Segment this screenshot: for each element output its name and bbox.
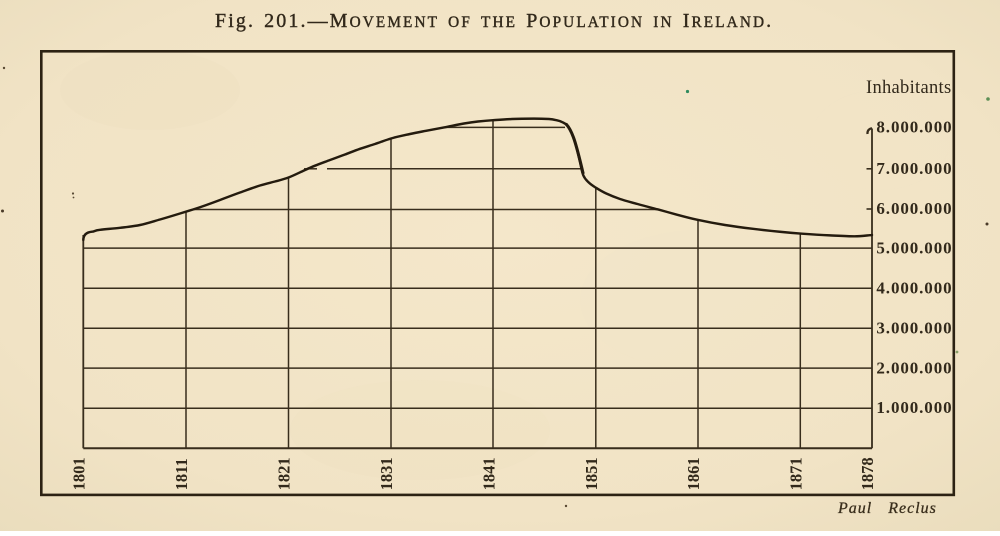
svg-text:1861: 1861 [684,457,703,490]
svg-text:3.000.000: 3.000.000 [876,318,952,337]
svg-text:1871: 1871 [787,457,806,490]
svg-text:1.000.000: 1.000.000 [876,398,952,417]
svg-text:1841: 1841 [479,457,498,490]
svg-text:8.000.000: 8.000.000 [876,118,952,137]
svg-text:1801: 1801 [69,457,88,490]
svg-text:1811: 1811 [172,458,191,490]
svg-text:1851: 1851 [582,457,601,490]
svg-text:2.000.000: 2.000.000 [876,358,952,377]
svg-text:7.000.000: 7.000.000 [876,159,952,178]
svg-text:1821: 1821 [274,457,293,490]
svg-text:5.000.000: 5.000.000 [876,238,952,257]
svg-text:Fig. 201.—MOVEMENT OF THE POPU: Fig. 201.—MOVEMENT OF THE POPULATION IN … [215,10,773,32]
svg-text:Inhabitants: Inhabitants [866,78,952,98]
svg-text:6.000.000: 6.000.000 [876,199,952,218]
svg-text:4.000.000: 4.000.000 [876,278,952,297]
svg-text:1831: 1831 [377,457,396,490]
svg-text:Paul Reclus: Paul Reclus [837,500,937,517]
svg-text:1878: 1878 [858,457,877,490]
